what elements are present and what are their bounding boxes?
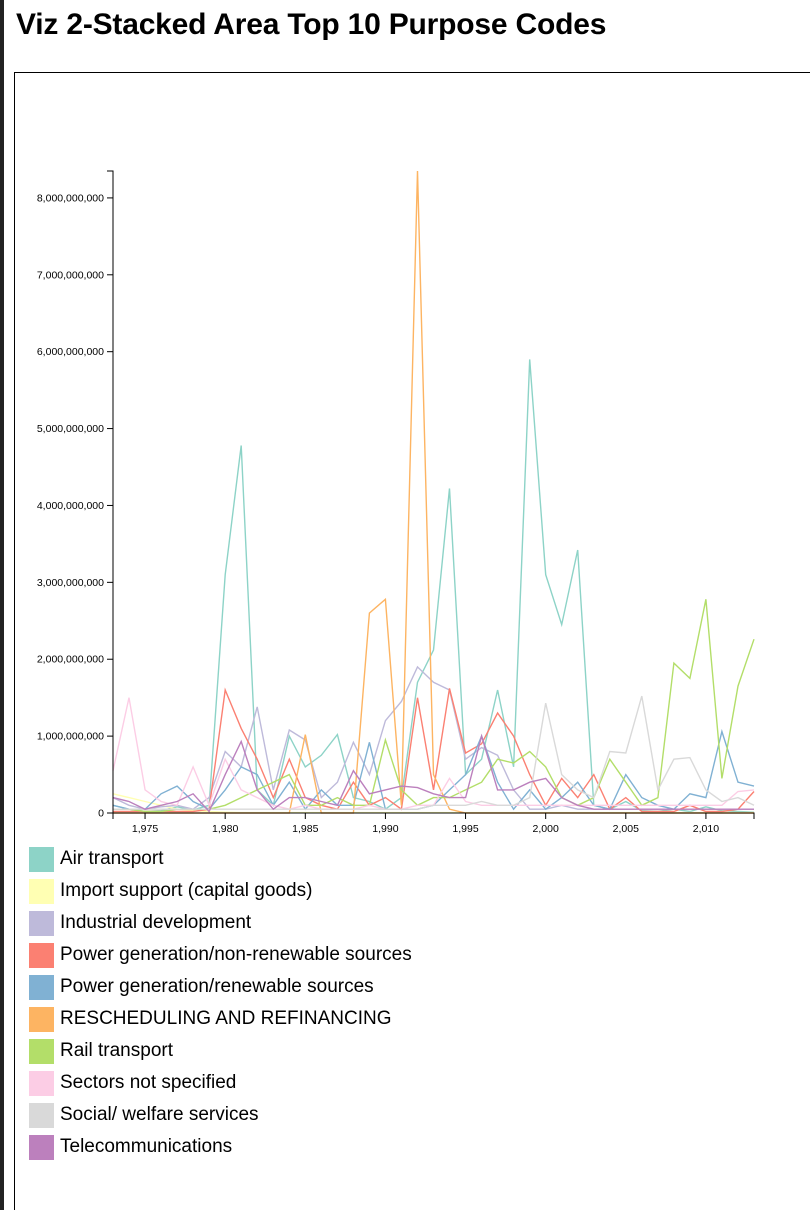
x-tick-label: 2,005 [613,823,639,835]
series-line-3 [113,687,755,813]
legend-label: Power generation/non-renewable sources [60,944,412,965]
legend-swatch [29,878,54,904]
y-axis: 0 1,000,000,000 2,000,000,000 3,000,000,000… [37,170,114,820]
legend-item: Rail transport [29,1035,412,1067]
legend-label: RESCHEDULING AND REFINANCING [60,1008,392,1029]
legend-item: Telecommunications [29,1131,412,1163]
legend-label: Telecommunications [60,1136,233,1157]
y-tick-label: 3,000,000,000 [37,577,104,589]
legend-item: Industrial development [29,907,412,939]
x-tick-label: 1,985 [292,823,318,835]
legend-item: RESCHEDULING AND REFINANCING [29,1003,412,1035]
series-line-8 [113,695,755,810]
legend-label: Power generation/renewable sources [60,976,374,997]
legend-label: Air transport [60,848,164,869]
legend-item: Social/ welfare services [29,1099,412,1131]
series-lines [112,170,755,814]
x-tick-label: 1,995 [452,823,478,835]
legend-label: Import support (capital goods) [60,880,313,901]
x-tick-label: 1,990 [372,823,398,835]
legend-label: Social/ welfare services [60,1104,259,1125]
legend-item: Import support (capital goods) [29,875,412,907]
legend-swatch [29,846,54,872]
y-tick-label: 5,000,000,000 [37,423,104,435]
x-tick-label: 1,975 [132,823,158,835]
chart-frame [14,72,810,1210]
legend-swatch [29,1070,54,1096]
x-tick-label: 2,010 [693,823,719,835]
series-line-9 [112,733,754,813]
legend-item: Air transport [29,843,412,875]
y-tick-label: 6,000,000,000 [37,346,104,358]
x-axis-line [112,812,755,819]
legend-label: Rail transport [60,1040,173,1061]
legend-swatch [29,1134,54,1160]
y-tick-label: 0 [98,808,104,820]
y-axis-line [107,170,114,814]
page-title: Viz 2-Stacked Area Top 10 Purpose Codes [16,8,607,41]
legend-swatch [29,974,54,1000]
x-tick-label: 1,980 [212,823,238,835]
y-tick-label: 1,000,000,000 [37,731,104,743]
legend-swatch [29,1038,54,1064]
legend-swatch [29,942,54,968]
y-tick-label: 7,000,000,000 [37,269,104,281]
legend-item: Sectors not specified [29,1067,412,1099]
legend-item: Power generation/renewable sources [29,971,412,1003]
left-edge-bar [0,0,4,1210]
legend-swatch [29,1006,54,1032]
legend-item: Power generation/non-renewable sources [29,939,412,971]
series-line-5 [113,170,754,814]
y-tick-label: 2,000,000,000 [37,654,104,666]
legend: Air transport Import support (capital goo… [29,843,412,1163]
y-tick-label: 4,000,000,000 [37,500,104,512]
x-tick-label: 2,000 [533,823,559,835]
series-line-6 [113,599,755,813]
legend-label: Sectors not specified [60,1072,237,1093]
y-tick-label: 8,000,000,000 [37,192,104,204]
legend-swatch [29,910,54,936]
legend-swatch [29,1102,54,1128]
x-axis: 1,975 1,980 1,985 1,990 1,995 2,000 2,005 2,010 [112,812,755,835]
legend-label: Industrial development [60,912,252,933]
series-line-0 [112,359,755,813]
